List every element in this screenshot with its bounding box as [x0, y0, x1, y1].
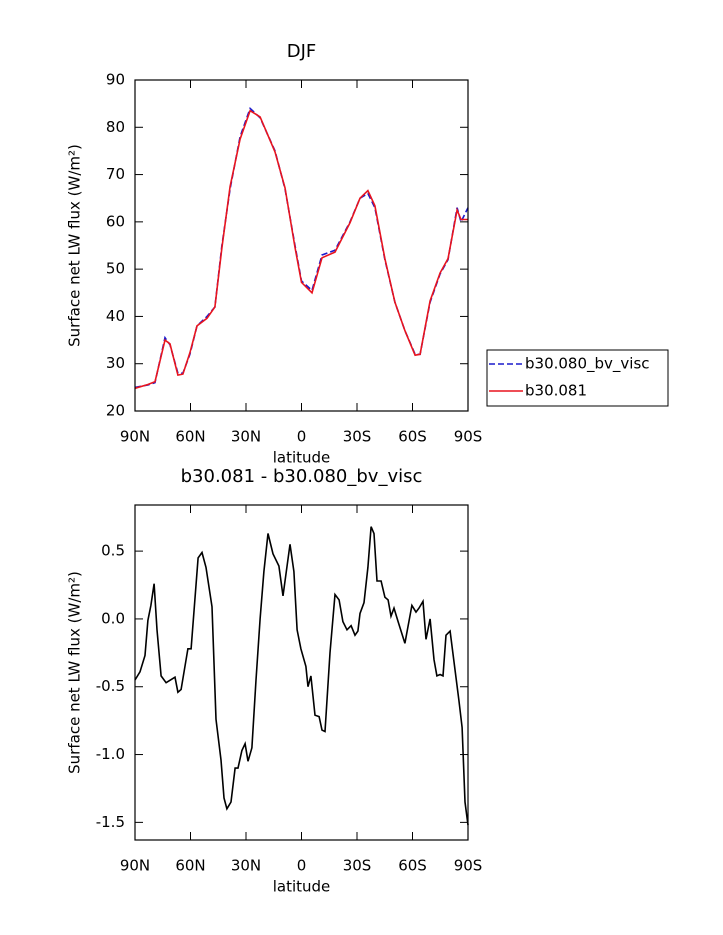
- chart-title: DJF: [287, 41, 317, 62]
- x-tick-label: 30S: [343, 428, 372, 446]
- x-tick-label: 60N: [175, 857, 205, 875]
- data-line: [134, 109, 468, 390]
- y-tick-label: 20: [106, 402, 125, 420]
- y-axis-label: Surface net LW flux (W/m²): [66, 144, 84, 347]
- y-axis-label: Surface net LW flux (W/m²): [66, 571, 84, 774]
- x-tick-label: 90N: [120, 857, 150, 875]
- y-tick-label: 30: [106, 354, 125, 372]
- x-tick-label: 60S: [398, 857, 427, 875]
- x-tick-label: 90S: [454, 428, 483, 446]
- chart-title: b30.081 - b30.080_bv_visc: [181, 466, 423, 487]
- y-tick-label: 50: [106, 260, 125, 278]
- x-tick-label: 60S: [398, 428, 427, 446]
- x-tick-label: 90S: [454, 857, 483, 875]
- y-tick-label: 0.5: [101, 542, 125, 560]
- x-tick-label: 0: [297, 857, 307, 875]
- legend-label: b30.081: [525, 382, 587, 400]
- y-tick-label: -1.5: [96, 813, 125, 831]
- legend-label: b30.080_bv_visc: [525, 355, 650, 374]
- data-line: [134, 106, 469, 389]
- x-tick-label: 30N: [231, 857, 261, 875]
- plot-frame: [134, 79, 469, 412]
- y-tick-label: 90: [106, 71, 125, 89]
- x-tick-label: 30N: [231, 428, 261, 446]
- x-tick-label: 90N: [120, 428, 150, 446]
- x-tick-label: 60N: [175, 428, 205, 446]
- x-tick-label: 30S: [343, 857, 372, 875]
- x-axis-label: latitude: [273, 878, 331, 896]
- y-tick-label: 60: [106, 212, 125, 230]
- y-tick-label: -1.0: [96, 745, 125, 763]
- x-tick-label: 0: [297, 428, 307, 446]
- y-tick-label: 40: [106, 307, 125, 325]
- legend-box: [486, 349, 669, 407]
- y-tick-label: -0.5: [96, 677, 125, 695]
- y-tick-label: 80: [106, 118, 125, 136]
- y-tick-label: 70: [106, 165, 125, 183]
- plot-frame: [134, 504, 469, 841]
- x-axis-label: latitude: [273, 449, 331, 467]
- y-tick-label: 0.0: [101, 609, 125, 627]
- data-line: [134, 526, 469, 826]
